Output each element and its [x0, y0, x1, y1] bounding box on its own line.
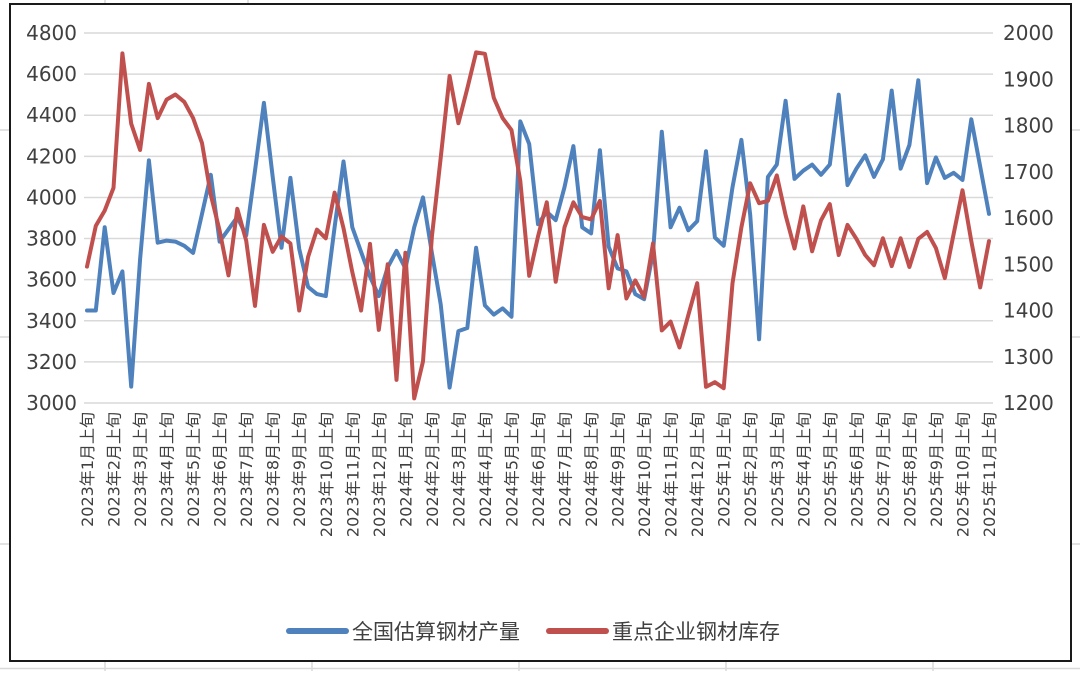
x-axis-tick-label: 2024年10月上旬: [635, 412, 654, 537]
x-axis-tick-label: 2024年11月上旬: [662, 412, 681, 537]
right-axis-tick-label: 1400: [1003, 299, 1054, 323]
series-line-inventory: [85, 50, 991, 401]
right-axis-tick-label: 1800: [1003, 114, 1054, 138]
x-axis-tick-label: 2024年3月上旬: [449, 412, 468, 527]
x-axis-tick-label: 2024年1月上旬: [396, 412, 415, 527]
left-axis-tick-label: 3200: [26, 350, 77, 374]
x-axis-tick-label: 2025年5月上旬: [821, 412, 840, 527]
x-axis-tick-label: 2025年2月上旬: [741, 412, 760, 527]
left-axis-tick-label: 4200: [26, 144, 77, 168]
x-axis-tick-label: 2023年7月上旬: [237, 412, 256, 527]
left-axis-tick-label: 4800: [26, 21, 77, 45]
x-axis-tick-label: 2023年9月上旬: [290, 412, 309, 527]
left-axis-tick-label: 3000: [26, 391, 77, 415]
chart-frame-border: [9, 3, 1072, 662]
x-axis-tick-label: 2024年8月上旬: [582, 412, 601, 527]
x-axis-tick-label: 2025年7月上旬: [874, 412, 893, 527]
x-axis-tick-label: 2023年11月上旬: [343, 412, 362, 537]
x-axis-tick-label: 2024年5月上旬: [502, 412, 521, 527]
x-axis-tick-label: 2025年10月上旬: [953, 412, 972, 537]
x-axis-tick-label: 2025年1月上旬: [715, 412, 734, 527]
x-axis-tick-label: 2025年4月上旬: [794, 412, 813, 527]
left-axis-tick-label: 3800: [26, 227, 77, 251]
x-axis-tick-label: 2023年2月上旬: [105, 412, 124, 527]
x-axis-tick-label: 2023年12月上旬: [370, 412, 389, 537]
left-axis-tick-label: 4000: [26, 185, 77, 209]
left-axis-tick-label: 4600: [26, 62, 77, 86]
x-axis-tick-label: 2024年7月上旬: [556, 412, 575, 527]
x-axis-tick-label: 2025年8月上旬: [900, 412, 919, 527]
x-axis-tick-label: 2025年9月上旬: [927, 412, 946, 527]
right-axis-tick-label: 2000: [1003, 21, 1054, 45]
right-axis-tick-label: 1200: [1003, 391, 1054, 415]
x-axis-tick-label: 2023年1月上旬: [78, 412, 97, 527]
right-axis-tick-label: 1900: [1003, 67, 1054, 91]
left-axis-tick-label: 3400: [26, 309, 77, 333]
right-axis-tick-label: 1500: [1003, 252, 1054, 276]
right-axis-tick-label: 1600: [1003, 206, 1054, 230]
x-axis-tick-label: 2024年9月上旬: [609, 412, 628, 527]
x-axis-tick-label: 2024年4月上旬: [476, 412, 495, 527]
right-axis-tick-label: 1700: [1003, 160, 1054, 184]
x-axis-tick-label: 2024年2月上旬: [423, 412, 442, 527]
legend-label-inventory: 重点企业钢材库存: [612, 620, 780, 644]
x-axis-tick-label: 2025年6月上旬: [847, 412, 866, 527]
x-axis-tick-label: 2024年12月上旬: [688, 412, 707, 537]
legend-label-production: 全国估算钢材产量: [352, 620, 520, 644]
x-axis-tick-label: 2023年10月上旬: [317, 412, 336, 537]
x-axis-tick-label: 2023年3月上旬: [131, 412, 150, 527]
right-axis-tick-label: 1300: [1003, 345, 1054, 369]
x-axis-tick-label: 2023年4月上旬: [158, 412, 177, 527]
x-axis-tick-label: 2023年8月上旬: [264, 412, 283, 527]
left-axis-tick-label: 4400: [26, 103, 77, 127]
left-axis-tick-label: 3600: [26, 268, 77, 292]
x-axis-tick-label: 2023年6月上旬: [211, 412, 230, 527]
x-axis-tick-label: 2023年5月上旬: [184, 412, 203, 527]
x-axis-tick-label: 2025年3月上旬: [768, 412, 787, 527]
x-axis-tick-label: 2024年6月上旬: [529, 412, 548, 527]
x-axis-tick-label: 2025年11月上旬: [980, 412, 999, 537]
